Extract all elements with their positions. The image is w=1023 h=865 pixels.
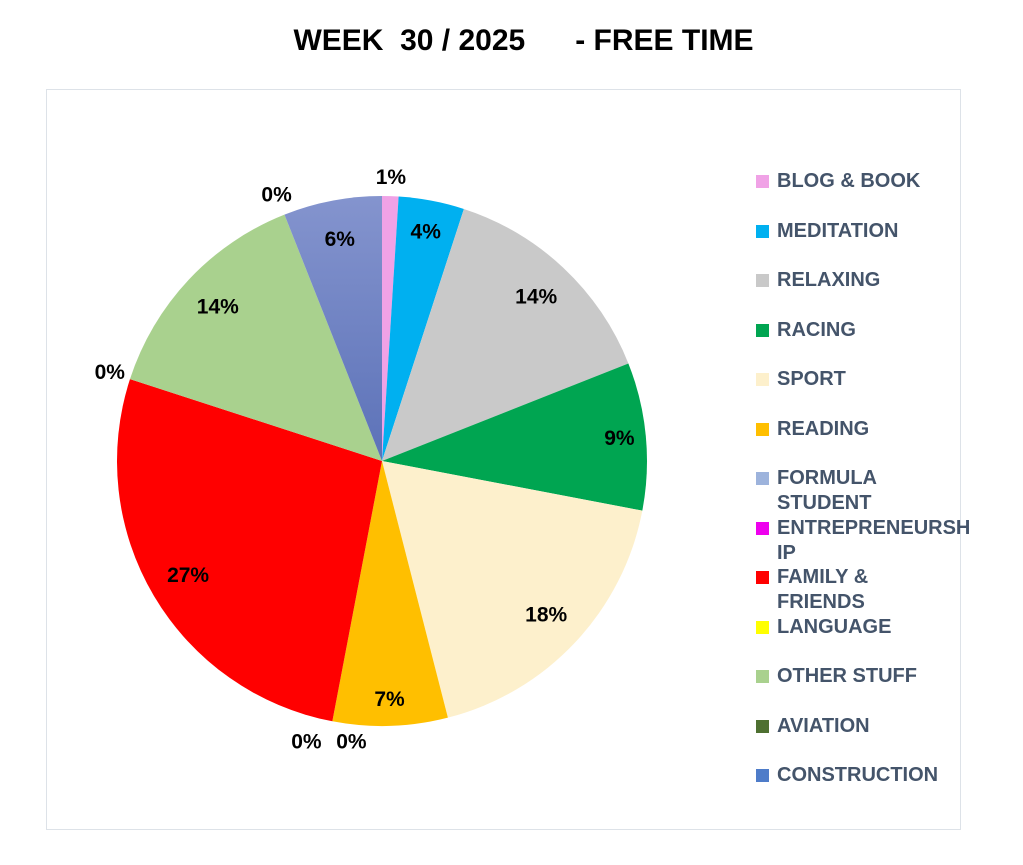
legend-color-swatch-sport [756, 373, 769, 386]
pie-label-relaxing: 14% [515, 285, 557, 308]
pie-slice-blog-book[interactable] [382, 196, 399, 461]
legend-color-swatch-aviation [756, 719, 769, 733]
pie-slice-reading[interactable] [332, 461, 448, 727]
legend-color-swatch-meditation [756, 224, 769, 238]
legend-color-swatch-construction [756, 769, 769, 782]
legend-label-formula-student: FORMULA STUDENT [777, 467, 877, 514]
chart-title: WEEK 30 / 2025 - FREE TIME [293, 24, 754, 57]
pie-label-aviation: 0% [261, 183, 292, 206]
legend-item-sport[interactable]: SPORT [756, 367, 846, 392]
pie-label-other-stuff: 14% [197, 295, 239, 318]
legend-label-language: LANGUAGE [777, 615, 892, 638]
pie-slice-meditation[interactable] [382, 196, 464, 461]
legend-item-blog-book[interactable]: BLOG & BOOK [756, 169, 920, 194]
legend-item-formula-student[interactable]: FORMULA STUDENT [756, 466, 877, 516]
pie-slice-sport[interactable] [382, 461, 643, 718]
legend-item-meditation[interactable]: MEDITATION [756, 219, 898, 244]
legend-color-swatch-relaxing [756, 274, 769, 287]
legend-color-swatch-blog-book [756, 175, 769, 188]
legend-color-swatch-reading [756, 422, 769, 436]
legend-label-blog-book: BLOG & BOOK [777, 170, 921, 192]
legend-item-construction[interactable]: CONSTRUCTION [756, 763, 938, 788]
legend-item-language[interactable]: LANGUAGE [756, 615, 891, 640]
legend-label-other-stuff: OTHER STUFF [777, 665, 917, 687]
legend-label-sport: SPORT [777, 368, 846, 390]
pie-slice-family-friends[interactable] [116, 379, 382, 722]
legend-label-meditation: MEDITATION [777, 219, 899, 242]
pie-slice-relaxing[interactable] [382, 208, 629, 461]
legend-label-reading: READING [777, 417, 870, 440]
pie-chart: 1% 4% 14% 9% 18% 7% 0% 0% 27% 0% 14% 0% 6% [95, 166, 648, 754]
legend-label-construction: CONSTRUCTION [777, 764, 939, 786]
pie-label-sport: 18% [525, 604, 567, 627]
pie-label-entrepreneurship: 0% [336, 731, 367, 754]
legend-item-relaxing[interactable]: RELAXING [756, 268, 880, 293]
pie-label-construction: 6% [325, 228, 356, 251]
legend-color-swatch-formula-student [756, 472, 769, 485]
pie-label-family-friends: 27% [167, 564, 209, 587]
legend-item-family-friends[interactable]: FAMILY & FRIENDS [756, 565, 960, 615]
legend-label-entrepreneurship: ENTREPRENEURSH IP [777, 516, 971, 564]
legend-color-swatch-language [756, 620, 769, 634]
legend-item-reading[interactable]: READING [756, 417, 869, 442]
pie-label-language: 0% [95, 361, 126, 384]
pie-slice-racing[interactable] [382, 363, 648, 511]
pie-slice-construction[interactable] [284, 196, 382, 461]
legend-item-aviation[interactable]: AVIATION [756, 714, 870, 739]
chart-plot-area: 1% 4% 14% 9% 18% 7% 0% 0% 27% 0% 14% 0% 6% BLOG & BO… [46, 89, 970, 830]
legend-item-entrepreneurship[interactable]: ENTREPRENEURSH IP [756, 516, 970, 566]
legend-color-swatch-racing [756, 323, 769, 337]
legend-color-swatch-other-stuff [756, 670, 769, 683]
legend-color-swatch-family-friends [756, 571, 769, 584]
chart-legend: BLOG & BOOK MEDITATION RELAXING RACING SPORT… [47, 90, 970, 829]
legend-label-aviation: AVIATION [777, 714, 870, 737]
legend-label-racing: RACING [777, 318, 856, 341]
pie-label-blog-book: 1% [376, 166, 407, 189]
legend-label-family-friends: FAMILY & FRIENDS [777, 566, 869, 613]
pie-label-racing: 9% [604, 427, 635, 450]
legend-label-relaxing: RELAXING [777, 269, 881, 291]
pie-slice-other-stuff[interactable] [129, 214, 382, 461]
legend-item-other-stuff[interactable]: OTHER STUFF [756, 664, 917, 689]
legend-color-swatch-entrepreneurship [756, 521, 769, 535]
pie-label-formula-student: 0% [291, 731, 322, 754]
pie-label-meditation: 4% [411, 220, 442, 243]
pie-label-reading: 7% [374, 688, 405, 711]
legend-item-racing[interactable]: RACING [756, 318, 856, 343]
